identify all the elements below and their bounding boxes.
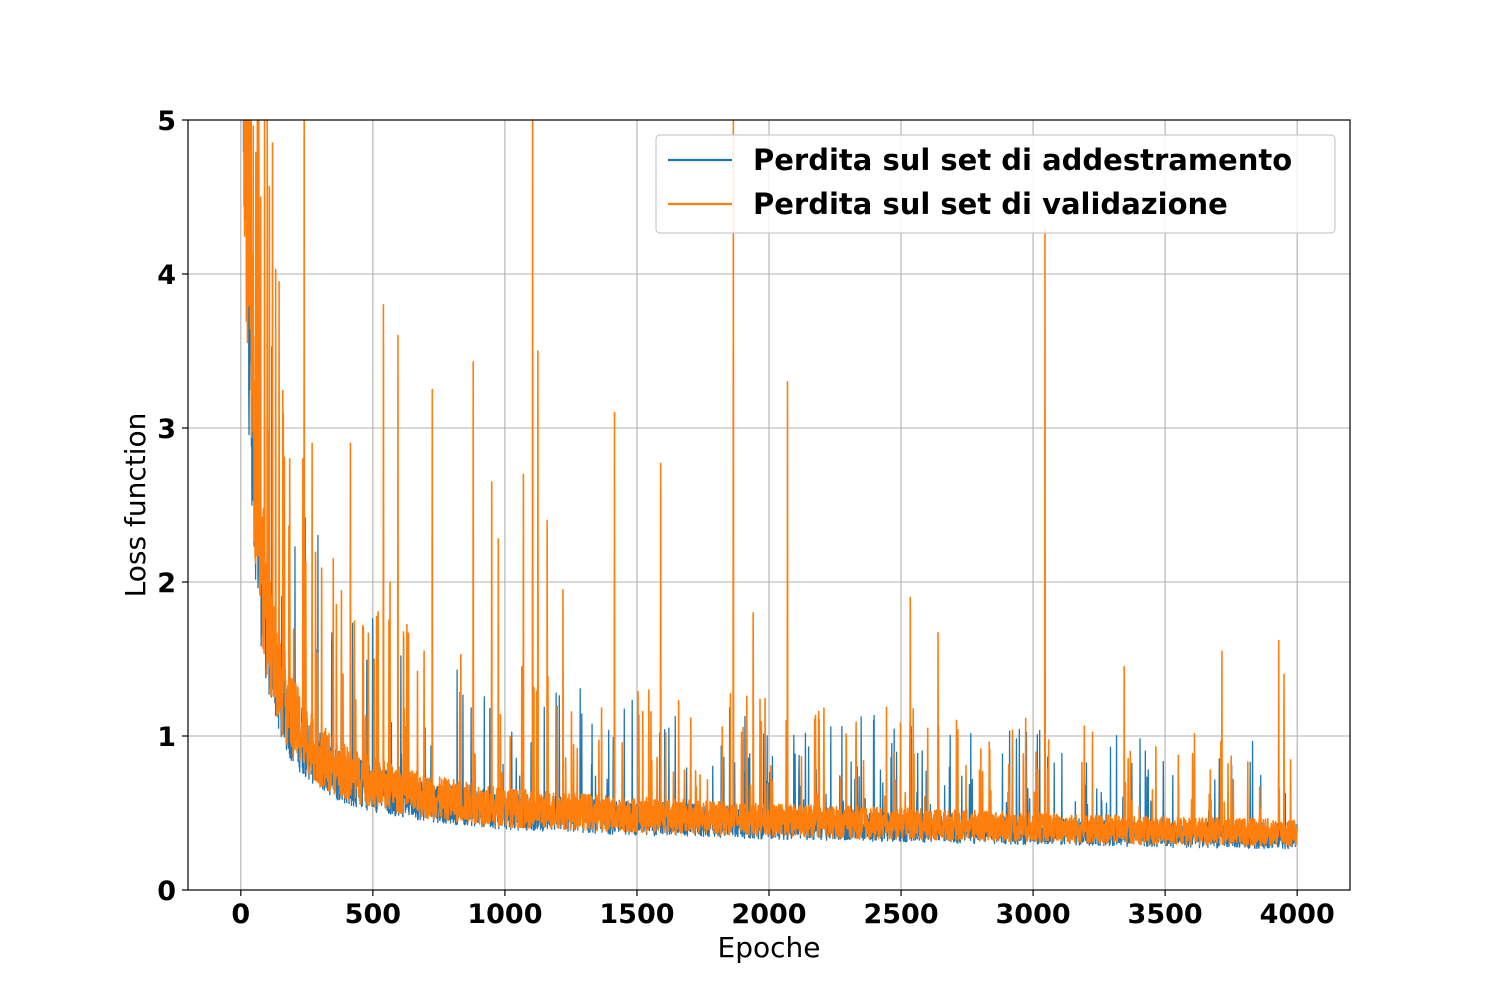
x-tick-label: 4000 bbox=[1260, 899, 1335, 930]
x-axis-label: Epoche bbox=[718, 931, 821, 964]
y-tick-label: 0 bbox=[157, 876, 176, 907]
y-tick-label: 1 bbox=[157, 722, 176, 753]
legend-label-validation: Perdita sul set di validazione bbox=[753, 187, 1228, 221]
x-axis: 0 500 1000 1500 2000 2500 3000 3500 4000 bbox=[231, 890, 1335, 930]
x-tick-label: 3000 bbox=[996, 899, 1071, 930]
y-tick-label: 5 bbox=[157, 106, 176, 137]
x-tick-label: 3500 bbox=[1128, 899, 1203, 930]
x-tick-label: 1000 bbox=[467, 899, 542, 930]
y-axis-label: Loss function bbox=[119, 413, 152, 598]
legend-box bbox=[655, 134, 1336, 234]
x-tick-label: 500 bbox=[345, 899, 401, 930]
x-tick-label: 2500 bbox=[863, 899, 938, 930]
legend-label-train: Perdita sul set di addestramento bbox=[753, 143, 1292, 177]
x-tick-label: 2000 bbox=[731, 899, 806, 930]
x-tick-label: 0 bbox=[231, 899, 250, 930]
y-tick-label: 4 bbox=[157, 260, 176, 291]
y-tick-label: 3 bbox=[157, 414, 176, 445]
series-layer bbox=[242, 120, 1298, 850]
series-line-validation-loss bbox=[242, 120, 1298, 847]
y-axis: 0 1 2 3 4 5 bbox=[157, 106, 188, 907]
y-tick-label: 2 bbox=[157, 568, 176, 599]
x-tick-label: 1500 bbox=[599, 899, 674, 930]
legend: Perdita sul set di addestramento Perdita… bbox=[655, 134, 1336, 234]
